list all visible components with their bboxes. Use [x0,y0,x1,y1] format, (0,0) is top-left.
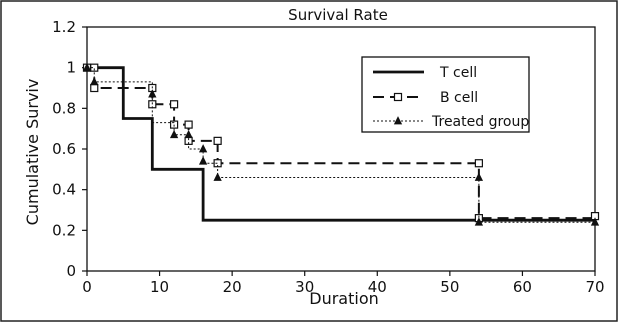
y-axis-title: Cumulative Surviv [23,79,42,226]
data-point [184,129,193,139]
x-tick-label: 40 [368,278,387,296]
data-point [213,136,222,145]
legend-marker [393,92,403,102]
data-point [90,77,99,86]
legend-marker [393,116,403,125]
x-axis-title: Duration [309,289,379,308]
data-point [474,159,483,168]
x-tick-label: 60 [513,278,532,296]
data-point [474,217,484,226]
x-tick-label: 30 [295,278,314,296]
data-point [90,83,99,93]
data-point [82,62,92,72]
y-tick-label: 0 [66,262,76,280]
data-point [198,156,208,165]
y-tick-label: 0.8 [52,99,76,117]
chart-title: Survival Rate [288,6,388,24]
series-line [87,66,595,220]
series-line [87,66,595,222]
legend-box [361,56,530,133]
y-tick-label: 0.4 [52,181,76,199]
x-tick-label: 0 [82,278,92,296]
series-t-cell [87,66,595,222]
legend: T cell B cell Treated group [361,56,530,133]
legend-label: T cell [439,65,477,81]
data-point [169,129,179,139]
x-axis-ticks: 0 10 20 30 40 50 60 70 [82,271,605,296]
series-layer [82,62,600,226]
data-point [198,144,208,153]
series-treated-group [82,62,600,226]
y-tick-label: 1.2 [52,18,76,36]
data-point [148,89,157,98]
y-tick-label: 0.2 [52,221,76,239]
data-point [213,172,222,181]
legend-item: Treated group [373,114,529,130]
data-point [474,172,484,181]
x-tick-label: 50 [440,278,459,296]
data-point [590,217,600,226]
legend-item: B cell [373,90,478,106]
legend-item: T cell [373,65,477,81]
y-tick-label: 0.6 [52,140,76,158]
data-point [184,120,193,129]
data-point [90,63,99,72]
data-point [169,100,179,109]
series-b-cell [82,63,600,223]
y-axis-ticks: 0 0.2 0.4 0.6 0.8 1 1.2 [52,18,87,280]
x-tick-label: 70 [585,278,604,296]
y-tick-label: 1 [66,59,76,77]
x-tick-label: 20 [223,278,242,296]
legend-label: B cell [440,90,478,106]
legend-label: Treated group [431,114,529,130]
x-tick-label: 10 [150,278,169,296]
legend-items: T cell B cell Treated group [373,65,529,130]
